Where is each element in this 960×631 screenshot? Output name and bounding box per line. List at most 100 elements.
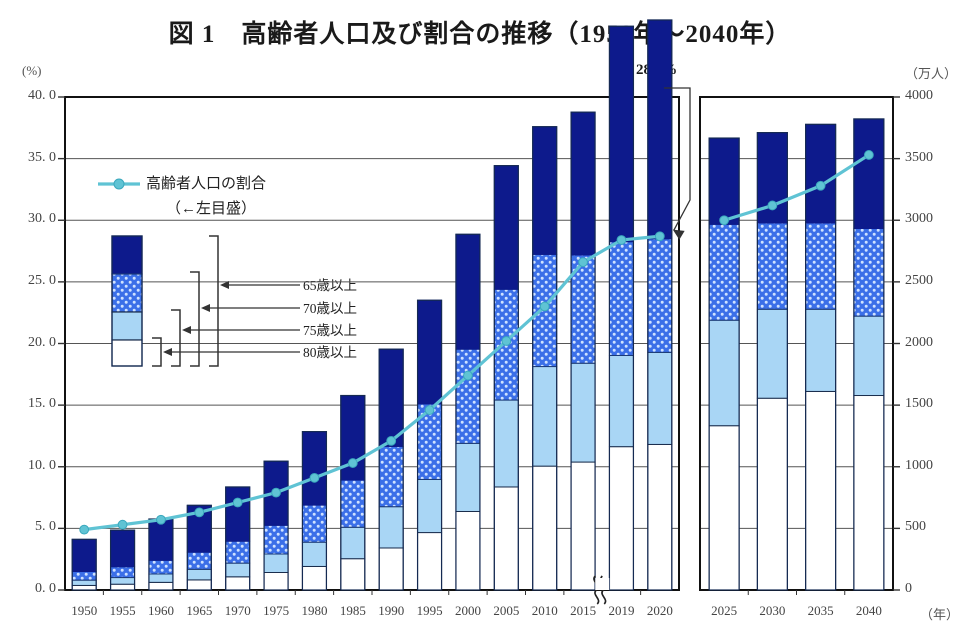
line-marker (271, 487, 281, 498)
legend-line-sublabel: （←左目盛） (166, 201, 257, 217)
right-tick-label: 1000 (905, 457, 933, 473)
bar-segment (417, 532, 443, 591)
legend-bracket-3 (152, 337, 300, 367)
bar-segment (708, 425, 740, 591)
bar-segment (532, 366, 558, 467)
bar-outline (493, 165, 519, 591)
bar-segment (340, 558, 366, 591)
bar-segment (756, 308, 788, 399)
line-marker (194, 507, 205, 518)
bar-segment (417, 299, 443, 405)
right-tick-label: 3500 (905, 149, 933, 165)
x-axis-label: 2015 (570, 603, 597, 618)
line-marker (347, 458, 358, 468)
bar-segment (378, 547, 404, 591)
x-axis-label: 2035 (807, 603, 834, 618)
bar-group-projection (708, 118, 885, 591)
line-marker (767, 200, 778, 211)
bar-segment (493, 165, 519, 290)
line-marker (501, 336, 512, 346)
bar-segment (853, 228, 885, 317)
x-axis-label: 1975 (263, 603, 290, 618)
bar-segment (608, 446, 634, 591)
bar-segment (148, 518, 174, 561)
bar-segment (853, 315, 885, 397)
bar-outline (608, 25, 635, 591)
bar-segment (110, 583, 136, 591)
bar-outline (340, 394, 366, 591)
callout-leader (664, 87, 691, 240)
left-tick-label: 10. 0 (28, 457, 56, 473)
bar-segment (570, 461, 596, 591)
x-axis-unit: （年） (920, 607, 960, 622)
bar-segment (570, 111, 596, 256)
legend-swatch-70 (111, 273, 143, 313)
bar-segment (708, 223, 740, 321)
x-axis-label: 2005 (493, 603, 520, 618)
x-axis-label: 2020 (646, 603, 673, 618)
bar-segment (378, 348, 404, 447)
legend-line-marker (113, 178, 125, 190)
bar-segment (708, 137, 740, 225)
bar-segment (756, 397, 788, 591)
bar-segment (110, 529, 136, 568)
bar-segment (225, 576, 251, 591)
bar-outline (186, 504, 212, 591)
bar-outline (570, 111, 596, 591)
right-tick-label: 2500 (905, 272, 933, 288)
x-axis-label: 1970 (224, 603, 251, 618)
bar-outline (805, 123, 837, 591)
bar-segment (148, 581, 174, 591)
line-marker (117, 519, 128, 530)
bar-segment (608, 241, 634, 356)
left-tick-label: 15. 0 (28, 396, 56, 412)
axis-ticks (58, 96, 900, 591)
bracket-label-75: 75歳以上 (303, 323, 357, 338)
bar-segment (455, 510, 481, 591)
bar-segment (148, 559, 174, 575)
bar-segment (647, 351, 673, 445)
bar-outline (109, 529, 136, 591)
left-tick-label: 20. 0 (28, 334, 56, 350)
bar-segment (647, 443, 673, 591)
bar-outline (225, 486, 251, 591)
bar-segment (186, 579, 212, 591)
bar-segment (225, 562, 251, 578)
bar-segment (570, 362, 596, 463)
line-marker (654, 231, 665, 242)
bar-segment (378, 445, 404, 508)
line-marker (539, 301, 550, 312)
legend-bracket-0 (209, 235, 300, 367)
bar-outline (756, 132, 788, 591)
line-marker (386, 435, 397, 446)
left-tick-label: 5. 0 (35, 519, 56, 535)
bar-segment (71, 538, 97, 573)
bar-outline (647, 19, 673, 591)
bar-outline (301, 431, 328, 591)
bar-segment (301, 431, 327, 506)
legend-swatch-80 (111, 339, 143, 367)
line-marker (815, 180, 826, 191)
line-marker (463, 370, 473, 381)
bar-segment (608, 25, 634, 243)
bar-outline (416, 299, 443, 591)
legend-line-label: 高齢者人口の割合 (146, 176, 267, 192)
bar-outline (455, 233, 481, 591)
legend-swatch-75 (111, 311, 143, 341)
bar-segment (71, 579, 97, 586)
x-axis-label: 1950 (71, 603, 98, 618)
bar-segment (225, 486, 251, 542)
bar-segment (186, 568, 212, 581)
bar-segment (148, 573, 174, 583)
bar-segment (756, 222, 788, 310)
legend-bracket-1 (190, 271, 300, 367)
bracket-label-70: 70歳以上 (303, 301, 357, 316)
x-axis-label: 2000 (454, 603, 481, 618)
bracket-label-80: 80歳以上 (303, 345, 357, 360)
bar-segment (301, 504, 327, 543)
line-marker (578, 257, 588, 268)
right-tick-label: 3000 (905, 211, 933, 227)
bar-segment (532, 465, 558, 591)
bar-segment (263, 553, 289, 573)
